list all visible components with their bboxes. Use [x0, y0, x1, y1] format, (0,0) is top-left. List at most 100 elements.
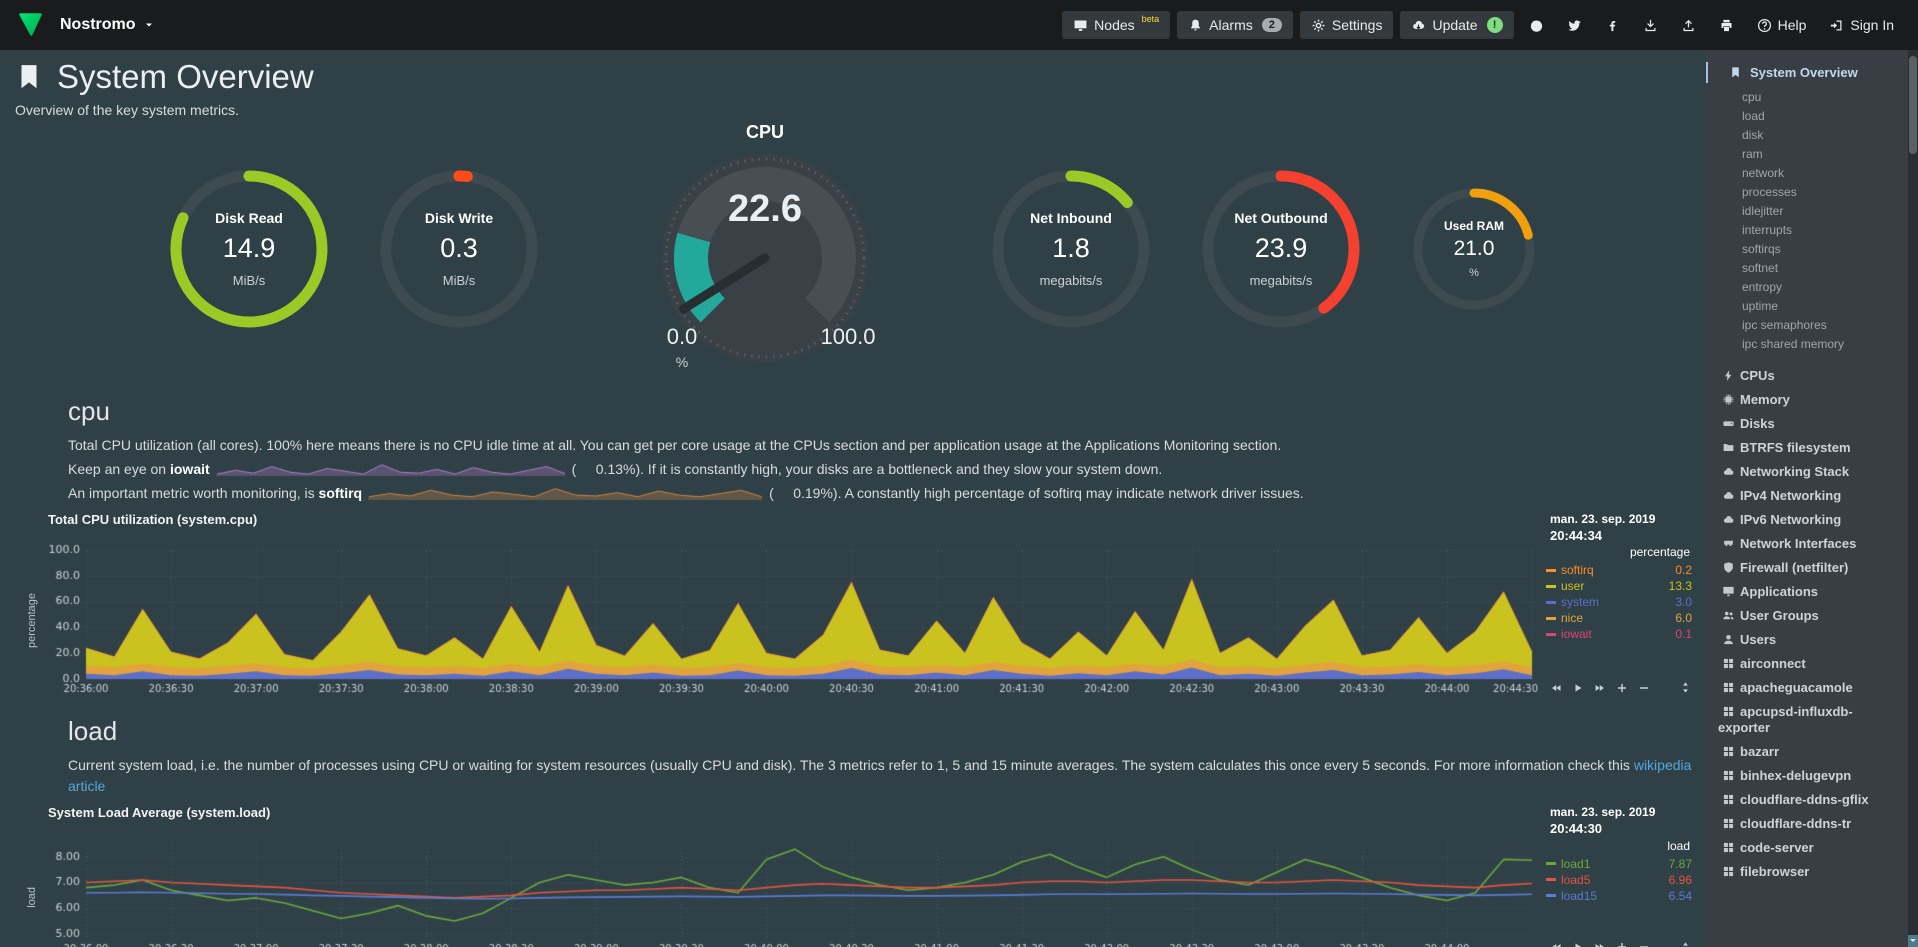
legend-item-load1[interactable]: load1 7.87 [1546, 856, 1692, 872]
sidebar-item-binhex-delugevpn[interactable]: binhex-delugevpn [1718, 764, 1900, 788]
sidebar-menu: System Overview cpu load disk ram network proc… [1706, 62, 1900, 884]
nav-alarms[interactable]: Alarms 2 [1177, 11, 1293, 39]
zoom-out-button[interactable] [1638, 682, 1650, 694]
wikipedia-article-link[interactable]: wikipedia article [68, 757, 1692, 795]
section-heading-load: load [68, 716, 118, 747]
iowait-sparkline [215, 461, 566, 477]
legend-item-user[interactable]: user 13.3 [1546, 578, 1692, 594]
gauges-row: Disk Read 14.9 MiB/s Disk Write 0.3 MiB/s CPU 2… [0, 122, 1706, 376]
netdata-logo[interactable] [16, 9, 48, 41]
sidebar-item-cloudflare-ddns-tr[interactable]: cloudflare-ddns-tr [1718, 812, 1900, 836]
sidebar-subitem-ipc-shared-memory[interactable]: ipc shared memory [1742, 337, 1845, 351]
zoom-out-button[interactable] [1638, 941, 1650, 947]
sidebar-item-cloudflare-ddns-gflix[interactable]: cloudflare-ddns-gflix [1718, 788, 1900, 812]
sidebar-scrollbar[interactable] [1908, 50, 1918, 947]
sidebar-item-network-interfaces[interactable]: Network Interfaces [1718, 532, 1900, 556]
sidebar-subitem-uptime[interactable]: uptime [1742, 299, 1779, 313]
sidebar-item-apcupsd-influxdb-exporter[interactable]: apcupsd-influxdb-exporter [1718, 700, 1900, 740]
chart-canvas-system.load[interactable] [40, 837, 1540, 947]
sidebar-item-code-server[interactable]: code-server [1718, 836, 1900, 860]
nav-print[interactable] [1711, 12, 1742, 39]
sidebar-subitem-cpu[interactable]: cpu [1742, 90, 1762, 104]
page-subtitle: Overview of the key system metrics. [15, 102, 240, 118]
sidebar-subitem-idlejitter[interactable]: idlejitter [1742, 204, 1784, 218]
zoom-in-button[interactable] [1616, 682, 1628, 694]
legend-value: 6.0 [1675, 611, 1692, 626]
sidebar-subitem-ram[interactable]: ram [1742, 147, 1763, 161]
zoom-in-button[interactable] [1616, 941, 1628, 947]
gauge-cpu[interactable]: CPU 22.6 0.0 100.0% [610, 122, 920, 376]
sidebar-item-ipv4-networking[interactable]: IPv4 Networking [1718, 484, 1900, 508]
legend-swatch [1546, 632, 1556, 636]
caret-down-icon [143, 19, 155, 31]
sidebar-item-cpus[interactable]: CPUs [1718, 364, 1900, 388]
sidebar-subitem-entropy[interactable]: entropy [1742, 280, 1783, 294]
nav-facebook[interactable] [1597, 12, 1628, 39]
sidebar-item-networking-stack[interactable]: Networking Stack [1718, 460, 1900, 484]
chart-resize-handle[interactable] [1679, 941, 1692, 947]
nav-settings[interactable]: Settings [1299, 11, 1394, 39]
cloud-icon [1718, 465, 1738, 478]
cpu-description: Total CPU utilization (all cores). 100% … [68, 437, 1282, 453]
chart-canvas-system.cpu[interactable] [40, 544, 1540, 697]
sidebar-item-firewall-netfilter[interactable]: Firewall (netfilter) [1718, 556, 1900, 580]
legend-item-softirq[interactable]: softirq 0.2 [1546, 562, 1692, 578]
legend-item-iowait[interactable]: iowait 0.1 [1546, 626, 1692, 642]
legend-item-load15[interactable]: load15 6.54 [1546, 888, 1692, 904]
sidebar-item-user-groups[interactable]: User Groups [1718, 604, 1900, 628]
sidebar-item-airconnect[interactable]: airconnect [1718, 652, 1900, 676]
sidebar-subitem-softnet[interactable]: softnet [1742, 261, 1779, 275]
gauge-used-ram[interactable]: Used RAM 21.0% [1406, 181, 1542, 317]
gauge-net-outbound[interactable]: Net Outbound 23.9 megabits/s [1196, 164, 1366, 334]
legend-item-system[interactable]: system 3.0 [1546, 594, 1692, 610]
sidebar-item-filebrowser[interactable]: filebrowser [1718, 860, 1900, 884]
top-navbar: Nostromo Nodes beta Alarms 2 Settings Update!… [0, 0, 1918, 50]
grid-icon [1718, 681, 1738, 694]
chart-resize-handle[interactable] [1679, 681, 1692, 694]
sidebar-subitem-processes[interactable]: processes [1742, 185, 1797, 199]
legend-item-nice[interactable]: nice 6.0 [1546, 610, 1692, 626]
sidebar-item-memory[interactable]: Memory [1718, 388, 1900, 412]
legend-swatch [1546, 600, 1556, 604]
sidebar-item-users[interactable]: Users [1718, 628, 1900, 652]
sidebar-subitem-disk[interactable]: disk [1742, 128, 1764, 142]
nav-update[interactable]: Update! [1400, 11, 1514, 39]
play-button[interactable] [1572, 941, 1584, 947]
sidebar-item-btrfs-filesystem[interactable]: BTRFS filesystem [1718, 436, 1900, 460]
nav-sign-in[interactable]: Sign In [1821, 11, 1902, 39]
sidebar-subitem-softirqs[interactable]: softirqs [1742, 242, 1781, 256]
cpu-iowait-note: Keep an eye on iowait ( 0.13%). If it is … [68, 459, 1694, 480]
nav-save-snapshot[interactable] [1635, 12, 1666, 39]
sidebar-subitem-network[interactable]: network [1742, 166, 1785, 180]
fastforward-button[interactable] [1594, 941, 1606, 947]
rewind-button[interactable] [1550, 682, 1562, 694]
nav-help[interactable]: Help [1749, 11, 1815, 39]
gauge-disk-read[interactable]: Disk Read 14.9 MiB/s [164, 164, 334, 334]
legend-name: iowait [1561, 627, 1592, 642]
sidebar-item-apacheguacamole[interactable]: apacheguacamole [1718, 676, 1900, 700]
sidebar-subitem-interrupts[interactable]: interrupts [1742, 223, 1793, 237]
fastforward-button[interactable] [1594, 682, 1606, 694]
nav-nodes[interactable]: Nodes beta [1062, 11, 1171, 39]
sidebar-item-applications[interactable]: Applications [1718, 580, 1900, 604]
scroll-down-button[interactable] [1908, 935, 1918, 947]
play-button[interactable] [1572, 682, 1584, 694]
sidebar-item-ipv6-networking[interactable]: IPv6 Networking [1718, 508, 1900, 532]
nav-github[interactable] [1521, 12, 1552, 39]
scrollbar-thumb[interactable] [1909, 56, 1917, 154]
nav-twitter[interactable] [1559, 12, 1590, 39]
sidebar-subitem-load[interactable]: load [1742, 109, 1765, 123]
legend-item-load5[interactable]: load5 6.96 [1546, 872, 1692, 888]
rewind-button[interactable] [1550, 941, 1562, 947]
folder-icon [1718, 441, 1738, 454]
nav-load-snapshot[interactable] [1673, 12, 1704, 39]
sidebar-item-label: cloudflare-ddns-gflix [1740, 792, 1869, 807]
sidebar-item-bazarr[interactable]: bazarr [1718, 740, 1900, 764]
node-name-dropdown[interactable]: Nostromo [60, 16, 155, 34]
sidebar-subitem-ipc-semaphores[interactable]: ipc semaphores [1742, 318, 1827, 332]
sidebar-item-system-overview[interactable]: System Overview [1706, 62, 1900, 83]
sidebar-item-disks[interactable]: Disks [1718, 412, 1900, 436]
gauge-disk-write[interactable]: Disk Write 0.3 MiB/s [374, 164, 544, 334]
gauge-net-inbound[interactable]: Net Inbound 1.8 megabits/s [986, 164, 1156, 334]
load-chart: System Load Average (system.load) man. 23… [24, 805, 1696, 947]
